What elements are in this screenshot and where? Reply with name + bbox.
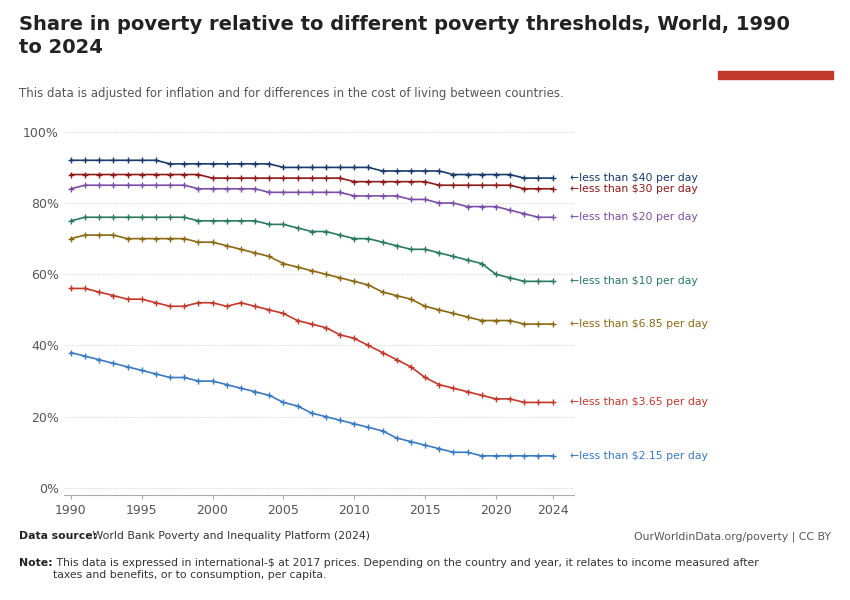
Text: OurWorldinData.org/poverty | CC BY: OurWorldinData.org/poverty | CC BY: [634, 531, 831, 541]
Text: ←less than $2.15 per day: ←less than $2.15 per day: [570, 451, 707, 461]
Text: Our World: Our World: [742, 29, 809, 41]
Text: ←less than $20 per day: ←less than $20 per day: [570, 212, 697, 222]
Text: World Bank Poverty and Inequality Platform (2024): World Bank Poverty and Inequality Platfo…: [89, 531, 371, 541]
Bar: [718, 71, 833, 79]
Text: ←less than $6.85 per day: ←less than $6.85 per day: [570, 319, 707, 329]
Text: This data is expressed in international-$ at 2017 prices. Depending on the count: This data is expressed in international-…: [53, 558, 758, 580]
Text: ←less than $40 per day: ←less than $40 per day: [570, 173, 697, 183]
Text: This data is adjusted for inflation and for differences in the cost of living be: This data is adjusted for inflation and …: [19, 87, 564, 100]
Text: Share in poverty relative to different poverty thresholds, World, 1990
to 2024: Share in poverty relative to different p…: [19, 15, 790, 57]
Text: Note:: Note:: [19, 558, 53, 568]
Text: ←less than $3.65 per day: ←less than $3.65 per day: [570, 397, 707, 407]
Text: ←less than $10 per day: ←less than $10 per day: [570, 277, 697, 286]
Text: ←less than $30 per day: ←less than $30 per day: [570, 184, 697, 194]
Text: Data source:: Data source:: [19, 531, 97, 541]
Text: in Data: in Data: [751, 48, 800, 61]
